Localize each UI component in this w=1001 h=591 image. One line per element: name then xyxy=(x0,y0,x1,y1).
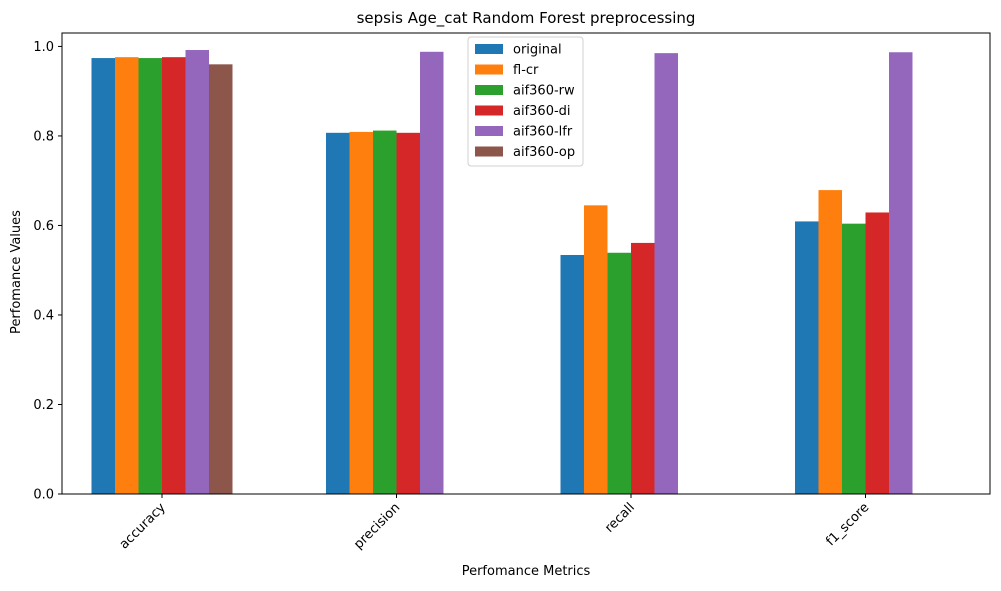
y-tick-label: 0.2 xyxy=(33,398,54,413)
bars-layer xyxy=(91,50,913,495)
bar-aif360-rw-recall xyxy=(607,252,631,494)
y-tick-label: 0.8 xyxy=(33,129,54,144)
bar-original-accuracy xyxy=(91,58,115,494)
bar-fl-cr-precision xyxy=(349,131,373,495)
bar-fl-cr-accuracy xyxy=(115,57,139,494)
chart-title: sepsis Age_cat Random Forest preprocessi… xyxy=(357,9,696,28)
bar-aif360-lfr-precision xyxy=(420,51,444,494)
bar-original-recall xyxy=(560,254,584,494)
y-tick-label: 0.0 xyxy=(33,488,54,503)
bar-aif360-lfr-recall xyxy=(654,53,678,494)
legend-swatch-aif360-rw xyxy=(475,85,503,95)
y-tick-label: 1.0 xyxy=(33,40,54,55)
bar-aif360-di-accuracy xyxy=(162,57,186,494)
bar-aif360-di-recall xyxy=(631,242,655,494)
legend-label-aif360-lfr: aif360-lfr xyxy=(513,125,573,140)
plot-frame xyxy=(61,32,991,495)
bar-aif360-rw-f1_score xyxy=(842,223,866,494)
bar-aif360-rw-precision xyxy=(373,130,397,495)
bar-fl-cr-f1_score xyxy=(818,190,842,494)
legend-label-aif360-rw: aif360-rw xyxy=(513,84,575,99)
x-axis-label: Perfomance Metrics xyxy=(462,564,591,579)
y-axis-label: Perfomance Values xyxy=(9,210,24,334)
bar-fl-cr-recall xyxy=(584,205,608,494)
bar-aif360-di-f1_score xyxy=(865,212,889,495)
legend: original fl-cr aif360-rw aif360-di aif360-lf… xyxy=(467,36,584,167)
bar-aif360-di-precision xyxy=(396,132,420,495)
legend-swatch-aif360-lfr xyxy=(475,126,503,136)
legend-swatch-aif360-op xyxy=(475,146,503,157)
bar-aif360-rw-accuracy xyxy=(138,58,162,494)
legend-label-fl-cr: fl-cr xyxy=(513,63,539,78)
legend-label-aif360-di: aif360-di xyxy=(513,104,571,119)
legend-label-aif360-op: aif360-op xyxy=(513,145,575,160)
legend-swatch-aif360-di xyxy=(475,105,503,116)
bar-aif360-op-accuracy xyxy=(209,64,233,495)
bar-original-precision xyxy=(326,132,350,495)
y-tick-label: 0.4 xyxy=(33,308,54,323)
bar-aif360-lfr-accuracy xyxy=(185,50,209,495)
bar-aif360-lfr-f1_score xyxy=(889,52,913,494)
legend-swatch-original xyxy=(475,44,503,54)
bar-original-f1_score xyxy=(795,221,819,494)
legend-label-original: original xyxy=(513,43,562,58)
legend-swatch-fl-cr xyxy=(475,64,503,75)
y-tick-label: 0.6 xyxy=(33,219,54,234)
